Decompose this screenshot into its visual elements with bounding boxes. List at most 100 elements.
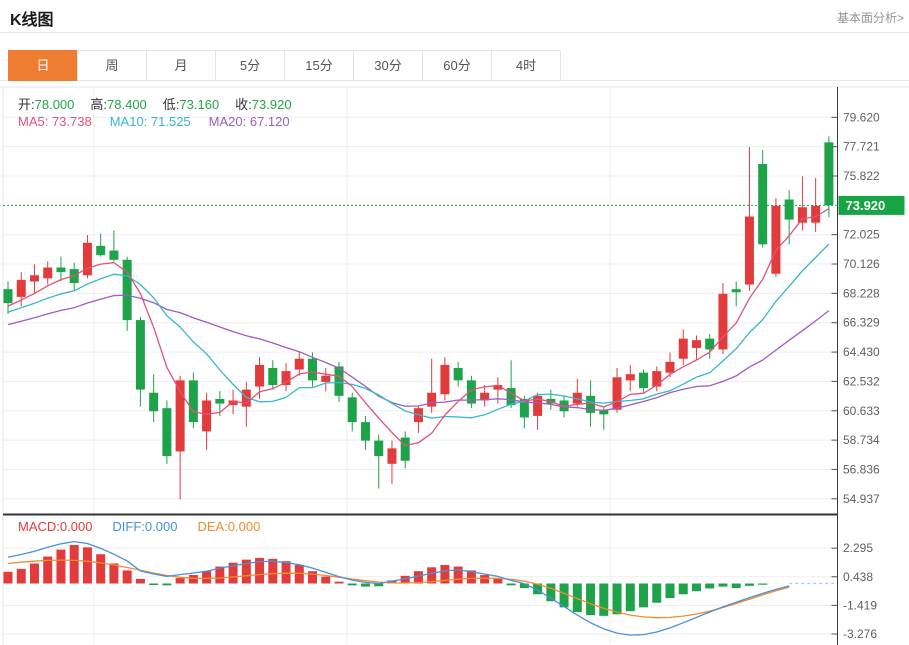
tab-日[interactable]: 日 [8, 50, 78, 81]
macd-bar-down [533, 583, 543, 595]
candle-up [29, 275, 39, 282]
macd-bar-up [480, 575, 490, 584]
tab-月[interactable]: 月 [146, 50, 216, 81]
ma10-line [7, 243, 830, 419]
macd-bar-up [43, 556, 53, 584]
candle-down [3, 289, 13, 304]
macd-bar-up [109, 563, 119, 584]
ma-legend-ma5: MA5: 73.738 [18, 114, 92, 129]
y-axis-label: 68.228 [843, 286, 880, 300]
macd-bar-up [427, 567, 437, 584]
tab-4时[interactable]: 4时 [491, 50, 561, 81]
macd-bar-down [731, 583, 741, 589]
y-axis-label: 77.721 [843, 140, 880, 154]
candle-down [347, 397, 357, 423]
macd-bar-up [29, 563, 39, 584]
candle-down [639, 372, 649, 389]
candle-down [824, 142, 834, 206]
macd-bar-down [652, 583, 662, 603]
macd-bar-up [334, 581, 344, 584]
macd-bar-down [665, 583, 675, 599]
candle-down [162, 408, 172, 457]
candle-up [744, 216, 754, 285]
candle-up [294, 358, 304, 370]
macd-bar-up [294, 565, 304, 584]
candle-down [599, 409, 609, 415]
y-axis-label: 54.937 [843, 492, 880, 506]
candle-up [43, 267, 53, 279]
macd-bar-up [413, 571, 423, 584]
candle-up [228, 400, 238, 406]
candle-up [321, 375, 331, 382]
macd-bar-up [122, 570, 132, 584]
ma-legend: MA5: 73.738 MA10: 71.525 MA20: 67.120 [18, 114, 308, 129]
candle-down [215, 398, 225, 404]
current-price-label: 73.920 [846, 198, 886, 213]
candle-up [493, 384, 503, 390]
macd-axis-label: 0.438 [843, 570, 873, 584]
tab-周[interactable]: 周 [77, 50, 147, 81]
candle-up [612, 377, 622, 410]
candle-down [705, 338, 715, 350]
y-axis-label: 66.329 [843, 316, 880, 330]
tab-5分[interactable]: 5分 [215, 50, 285, 81]
period-tabbar: 日周月 5分 15分 30分 60分 4时 [8, 50, 561, 81]
candle-up [16, 279, 26, 297]
macd-bar-down [612, 583, 622, 615]
candle-down [400, 437, 410, 461]
ohlc-legend: 开:78.000 高:78.400 低:73.160 收:73.920 [18, 94, 308, 113]
macd-bar-down [705, 583, 715, 589]
macd-bar-down [149, 583, 159, 586]
candle-down [268, 367, 278, 385]
candle-down [506, 388, 516, 406]
candle-up [281, 371, 291, 385]
macd-bar-down [718, 583, 728, 587]
candle-up [652, 371, 662, 387]
candle-down [374, 440, 384, 457]
macd-bar-up [268, 558, 278, 584]
macd-axis-label: -1.419 [843, 598, 877, 612]
macd-bar-up [321, 576, 331, 584]
candle-up [175, 380, 185, 452]
candle-up [255, 364, 265, 387]
candle-up [533, 395, 543, 416]
tab-60分[interactable]: 60分 [422, 50, 492, 81]
candle-down [453, 367, 463, 381]
candle-down [188, 380, 198, 423]
candle-down [586, 395, 596, 413]
macd-bar-up [453, 566, 463, 584]
macd-bar-up [96, 554, 106, 584]
macd-bar-up [255, 557, 265, 584]
candle-down [466, 380, 476, 404]
tab-30分[interactable]: 30分 [353, 50, 423, 81]
candle-down [334, 366, 344, 396]
macd-bar-up [493, 578, 503, 584]
fundamental-analysis-link[interactable]: 基本面分析> [836, 11, 904, 25]
macd-bar-up [202, 571, 212, 584]
macd-bar-down [374, 583, 384, 587]
candle-down [56, 267, 66, 273]
candle-up [665, 361, 675, 373]
ohlc-high: 高:78.400 [90, 97, 147, 112]
macd-bar-up [188, 575, 198, 584]
y-axis-label: 70.126 [843, 257, 880, 271]
macd-bar-down [162, 583, 172, 586]
candle-up [427, 392, 437, 407]
candle-up [480, 392, 490, 401]
candle-down [784, 199, 794, 220]
macd-bar-down [599, 583, 609, 616]
candle-up [572, 392, 582, 404]
candle-down [308, 358, 318, 381]
candle-up [82, 242, 92, 276]
macd-bar-up [440, 565, 450, 584]
macd-axis-label: -3.276 [843, 627, 877, 641]
macd-bar-down [758, 583, 768, 585]
macd-bar-up [135, 578, 145, 584]
ma-legend-ma20: MA20: 67.120 [208, 114, 290, 129]
tab-15分[interactable]: 15分 [284, 50, 354, 81]
y-axis-label: 79.620 [843, 110, 880, 124]
candle-up [440, 364, 450, 395]
macd-bar-down [572, 583, 582, 612]
candle-down [519, 398, 529, 418]
